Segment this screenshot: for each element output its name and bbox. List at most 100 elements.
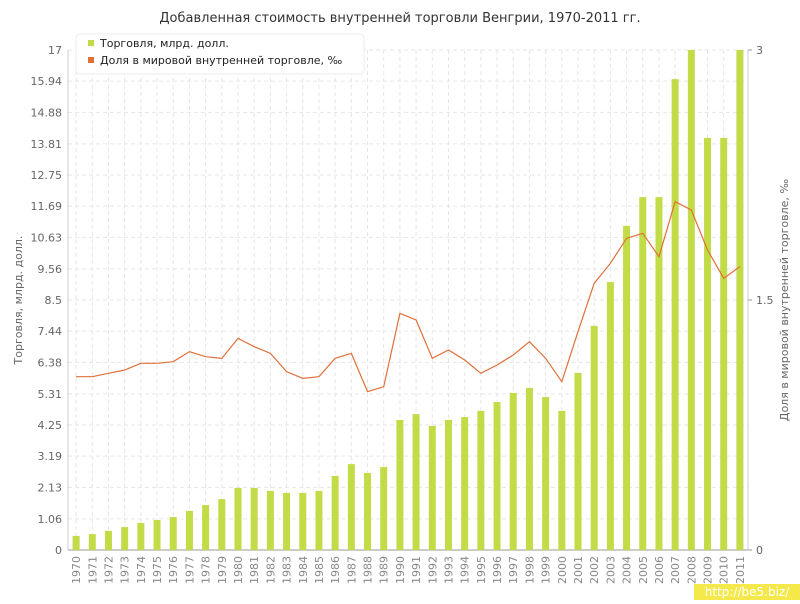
y2-tick-label: 1.5 <box>756 294 774 307</box>
y-tick-label: 6.38 <box>38 356 63 369</box>
y-tick-label: 4.25 <box>38 419 63 432</box>
x-tick-label: 2004 <box>621 556 634 584</box>
bar <box>283 492 291 550</box>
x-tick-label: 1990 <box>394 556 407 584</box>
x-tick-label: 1989 <box>378 556 391 584</box>
bar <box>493 402 501 550</box>
bar <box>477 410 485 550</box>
x-tick-label: 2011 <box>734 556 747 584</box>
bar <box>364 472 372 550</box>
x-tick-label: 1973 <box>119 556 132 584</box>
bar <box>639 197 647 550</box>
x-tick-label: 1998 <box>523 556 536 584</box>
bar <box>396 420 404 550</box>
x-tick-label: 2002 <box>588 556 601 584</box>
legend-label: Доля в мировой внутренней торговле, ‰ <box>100 54 343 67</box>
x-tick-label: 1975 <box>151 556 164 584</box>
x-tick-label: 1984 <box>297 556 310 584</box>
y2-tick-label: 3 <box>756 44 763 57</box>
bar <box>687 50 695 550</box>
bar <box>380 467 388 550</box>
bar <box>461 417 469 550</box>
x-tick-label: 2001 <box>572 556 585 584</box>
bar <box>736 50 744 550</box>
bar <box>428 425 436 550</box>
bar <box>169 517 177 550</box>
x-tick-label: 2003 <box>604 556 617 584</box>
legend-swatch <box>88 57 94 63</box>
legend-label: Торговля, млрд. долл. <box>99 37 229 50</box>
y-tick-label: 0 <box>55 544 62 557</box>
bar <box>121 527 129 550</box>
bar <box>590 325 598 550</box>
x-tick-label: 2000 <box>556 556 569 584</box>
x-tick-label: 1974 <box>135 556 148 584</box>
y2-axis-label: Доля в мировой внутренней торговле, ‰ <box>778 179 791 422</box>
legend-box <box>75 33 365 75</box>
x-tick-label: 1972 <box>102 556 115 584</box>
x-tick-label: 1996 <box>491 556 504 584</box>
x-tick-label: 1986 <box>329 556 342 584</box>
x-tick-label: 1977 <box>183 556 196 584</box>
bar <box>88 534 96 550</box>
chart-title: Добавленная стоимость внутренней торговл… <box>159 11 640 26</box>
x-tick-label: 1978 <box>200 556 213 584</box>
y-tick-label: 9.56 <box>38 263 63 276</box>
watermark-bg <box>694 584 800 600</box>
y2-tick-label: 0 <box>756 544 763 557</box>
bar <box>331 475 339 550</box>
bar <box>606 282 614 550</box>
x-tick-label: 2010 <box>718 556 731 584</box>
bar <box>347 464 355 550</box>
bar <box>202 505 210 550</box>
bar <box>412 414 420 550</box>
x-tick-label: 1970 <box>70 556 83 584</box>
y-tick-label: 8.5 <box>45 294 63 307</box>
bar <box>720 137 728 551</box>
y-tick-label: 3.19 <box>38 450 63 463</box>
x-tick-label: 1993 <box>442 556 455 584</box>
x-tick-label: 2009 <box>702 556 715 584</box>
y-axis-label: Торговля, млрд. долл. <box>12 236 25 366</box>
x-tick-label: 1999 <box>540 556 553 584</box>
y-tick-label: 7.44 <box>38 325 63 338</box>
x-tick-label: 1980 <box>232 556 245 584</box>
x-tick-label: 1987 <box>345 556 358 584</box>
bar <box>542 397 550 550</box>
x-tick-label: 1982 <box>264 556 277 584</box>
bar <box>704 137 712 551</box>
y-tick-label: 10.63 <box>31 231 63 244</box>
y-tick-label: 12.75 <box>31 169 63 182</box>
bar <box>218 499 226 550</box>
x-tick-label: 1985 <box>313 556 326 584</box>
bar <box>266 490 274 550</box>
bar <box>655 197 663 550</box>
bar <box>444 420 452 550</box>
watermark: http://be5.biz/ <box>705 585 790 599</box>
y-tick-label: 17 <box>48 44 62 57</box>
line <box>76 200 741 393</box>
bar <box>153 520 161 550</box>
y-tick-label: 2.13 <box>38 481 63 494</box>
x-tick-label: 2006 <box>653 556 666 584</box>
x-tick-label: 1976 <box>167 556 180 584</box>
bar <box>315 490 323 550</box>
y-tick-label: 5.31 <box>38 388 63 401</box>
bar <box>250 487 258 550</box>
bar <box>574 372 582 550</box>
bar <box>509 392 517 550</box>
bar <box>185 510 193 550</box>
x-tick-label: 1979 <box>216 556 229 584</box>
bar <box>137 522 145 550</box>
x-tick-label: 1988 <box>362 556 375 584</box>
y-tick-label: 1.06 <box>38 513 63 526</box>
y-tick-label: 13.81 <box>31 138 63 151</box>
bar <box>299 492 307 550</box>
bar <box>234 487 242 550</box>
x-tick-label: 1994 <box>459 556 472 584</box>
x-tick-label: 2007 <box>669 556 682 584</box>
x-tick-label: 1995 <box>475 556 488 584</box>
bar <box>72 535 80 550</box>
y-tick-label: 15.94 <box>31 75 63 88</box>
